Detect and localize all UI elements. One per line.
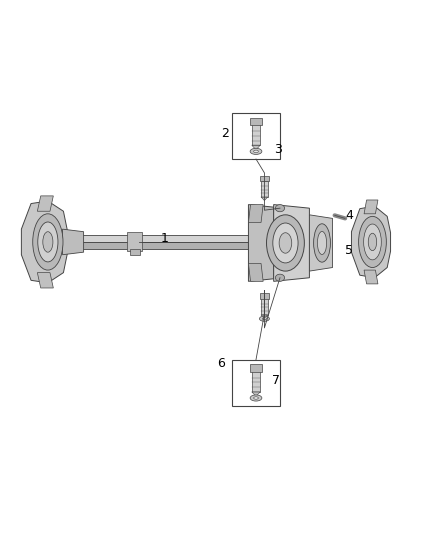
Ellipse shape: [318, 231, 327, 254]
Polygon shape: [364, 200, 378, 214]
Ellipse shape: [254, 397, 258, 399]
Text: 1: 1: [160, 232, 168, 245]
Ellipse shape: [254, 150, 258, 152]
Bar: [261, 181, 268, 197]
Polygon shape: [364, 270, 378, 284]
Ellipse shape: [262, 318, 266, 320]
Ellipse shape: [266, 215, 304, 271]
Polygon shape: [28, 235, 269, 242]
Text: 5: 5: [345, 244, 353, 256]
Ellipse shape: [273, 223, 298, 263]
Polygon shape: [261, 315, 268, 318]
Polygon shape: [274, 205, 309, 281]
Ellipse shape: [359, 216, 386, 268]
Text: 2: 2: [221, 127, 229, 140]
Bar: [260, 294, 268, 299]
Ellipse shape: [250, 148, 262, 155]
Polygon shape: [63, 229, 84, 255]
Polygon shape: [21, 201, 67, 283]
Text: 6: 6: [217, 357, 225, 370]
Bar: [127, 232, 142, 251]
Polygon shape: [351, 206, 391, 278]
Polygon shape: [248, 205, 274, 281]
Bar: [261, 298, 268, 315]
Ellipse shape: [314, 224, 330, 262]
Polygon shape: [37, 273, 53, 288]
Polygon shape: [252, 146, 260, 150]
Ellipse shape: [250, 395, 262, 401]
Bar: [232, 113, 280, 159]
Bar: [251, 118, 261, 125]
Polygon shape: [252, 392, 260, 397]
Bar: [252, 370, 260, 392]
Ellipse shape: [33, 214, 63, 270]
Bar: [260, 176, 268, 181]
Polygon shape: [37, 196, 53, 211]
Text: 4: 4: [346, 209, 353, 222]
Ellipse shape: [38, 222, 58, 262]
Ellipse shape: [43, 232, 53, 252]
Ellipse shape: [279, 233, 292, 253]
Text: 3: 3: [274, 143, 282, 156]
Ellipse shape: [368, 233, 377, 251]
Polygon shape: [248, 263, 263, 281]
Text: 7: 7: [272, 374, 280, 386]
Polygon shape: [28, 242, 269, 249]
Polygon shape: [261, 197, 268, 200]
Polygon shape: [309, 215, 332, 271]
Ellipse shape: [276, 205, 285, 212]
Ellipse shape: [276, 274, 285, 281]
Bar: [130, 249, 140, 255]
Bar: [251, 365, 261, 372]
Ellipse shape: [364, 224, 381, 260]
Bar: [252, 124, 260, 146]
Ellipse shape: [259, 316, 269, 321]
Bar: [232, 360, 280, 406]
Polygon shape: [248, 205, 263, 222]
